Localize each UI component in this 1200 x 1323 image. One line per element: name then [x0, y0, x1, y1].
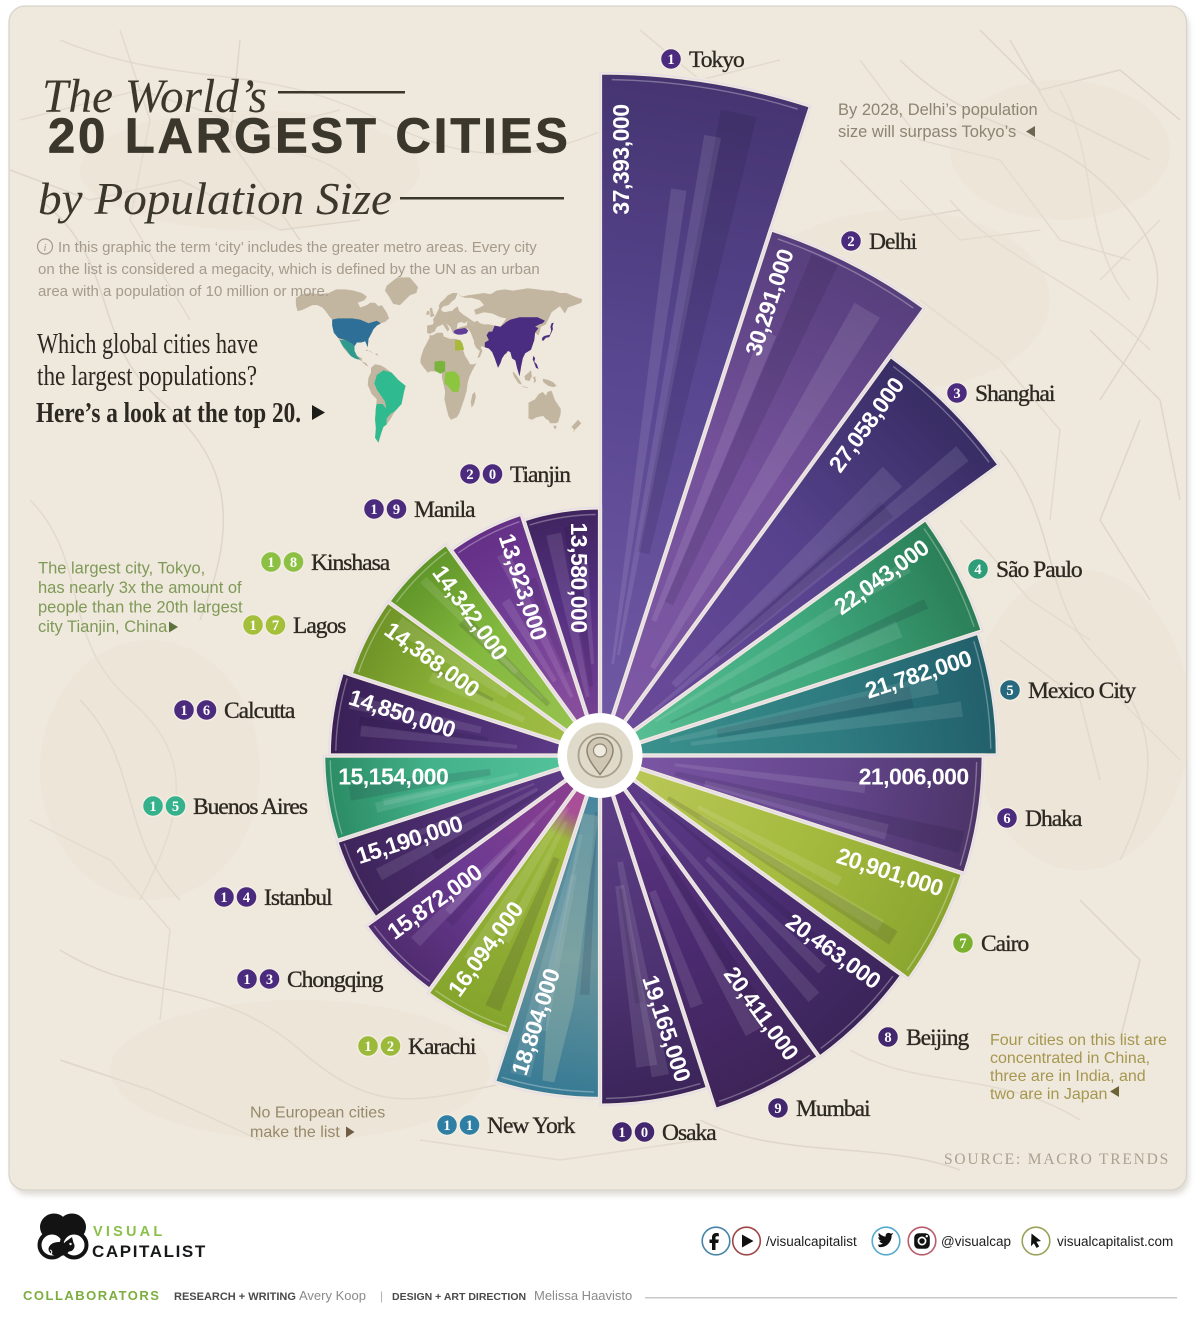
svg-text:Calcutta: Calcutta [224, 698, 296, 724]
svg-text:Melissa Haavisto: Melissa Haavisto [534, 1288, 632, 1303]
svg-text:three are in India, and: three are in India, and [990, 1068, 1146, 1085]
svg-text:New York: New York [487, 1113, 576, 1139]
svg-text:1: 1 [220, 890, 227, 906]
svg-text:13,580,000: 13,580,000 [566, 523, 592, 633]
svg-text:1: 1 [267, 555, 274, 571]
svg-text:VISUAL: VISUAL [93, 1224, 165, 1240]
svg-text:2: 2 [466, 467, 473, 483]
svg-text:5: 5 [1006, 683, 1013, 699]
svg-text:4: 4 [243, 890, 250, 906]
svg-text:3: 3 [266, 972, 273, 988]
svg-text:Shanghai: Shanghai [975, 381, 1056, 407]
svg-text:Four cities on this list are: Four cities on this list are [990, 1032, 1167, 1049]
svg-text:8: 8 [884, 1030, 891, 1046]
svg-text:1: 1 [249, 618, 256, 634]
svg-text:city Tianjin, China: city Tianjin, China [38, 618, 168, 636]
svg-text:2: 2 [387, 1039, 394, 1055]
svg-text:8: 8 [290, 555, 297, 571]
svg-text:6: 6 [1003, 811, 1010, 827]
svg-text:0: 0 [489, 467, 496, 483]
svg-text:4: 4 [974, 562, 981, 578]
svg-text:@visualcap: @visualcap [941, 1234, 1011, 1249]
svg-text:1: 1 [364, 1039, 371, 1055]
svg-text:make the list: make the list [250, 1124, 340, 1141]
svg-text:Istanbul: Istanbul [264, 885, 333, 911]
svg-text:visualcapitalist.com: visualcapitalist.com [1057, 1234, 1173, 1249]
svg-text:2: 2 [847, 234, 854, 250]
svg-text:1: 1 [667, 52, 674, 68]
svg-text:Chongqing: Chongqing [287, 967, 384, 993]
svg-text:1: 1 [149, 799, 156, 815]
svg-text:the largest populations?: the largest populations? [37, 361, 257, 392]
svg-text:5: 5 [172, 799, 179, 815]
svg-text:area with a population of 10 m: area with a population of 10 million or … [38, 283, 329, 300]
svg-text:1: 1 [466, 1118, 473, 1134]
svg-text:/visualcapitalist: /visualcapitalist [766, 1234, 857, 1249]
svg-text:Lagos: Lagos [293, 613, 346, 639]
svg-text:|: | [380, 1289, 383, 1303]
svg-text:Which global cities have: Which global cities have [37, 329, 258, 360]
svg-text:1: 1 [370, 502, 377, 518]
svg-text:Tokyo: Tokyo [689, 47, 744, 73]
svg-text:Osaka: Osaka [662, 1120, 717, 1146]
svg-text:size will surpass Tokyo’s: size will surpass Tokyo’s [838, 123, 1016, 141]
svg-text:1: 1 [443, 1118, 450, 1134]
svg-text:1: 1 [180, 703, 187, 719]
svg-text:COLLABORATORS: COLLABORATORS [23, 1288, 160, 1303]
svg-text:9: 9 [774, 1101, 781, 1117]
svg-text:6: 6 [203, 703, 210, 719]
svg-text:concentrated in China,: concentrated in China, [990, 1050, 1150, 1067]
svg-text:15,154,000: 15,154,000 [338, 764, 448, 790]
svg-text:by Population Size: by Population Size [38, 174, 392, 224]
svg-text:Tianjin: Tianjin [510, 462, 571, 488]
svg-text:The World’s: The World’s [42, 70, 267, 123]
svg-text:RESEARCH + WRITING: RESEARCH + WRITING [174, 1291, 296, 1303]
svg-text:0: 0 [641, 1125, 648, 1141]
svg-text:Mumbai: Mumbai [796, 1096, 871, 1122]
svg-text:7: 7 [959, 936, 966, 952]
svg-text:Avery Koop: Avery Koop [299, 1288, 366, 1303]
svg-text:No European cities: No European cities [250, 1105, 385, 1122]
svg-text:The largest city, Tokyo,: The largest city, Tokyo, [38, 560, 205, 578]
svg-text:20 LARGEST CITIES: 20 LARGEST CITIES [48, 110, 571, 164]
svg-text:Manila: Manila [414, 497, 476, 523]
svg-text:37,393,000: 37,393,000 [608, 105, 634, 215]
svg-text:Dhaka: Dhaka [1025, 806, 1083, 832]
svg-text:i: i [43, 242, 46, 254]
svg-text:CAPITALIST: CAPITALIST [92, 1242, 207, 1261]
svg-text:21,006,000: 21,006,000 [859, 764, 969, 790]
svg-text:Delhi: Delhi [869, 229, 918, 255]
svg-text:Here’s a look at the top 20.: Here’s a look at the top 20. [36, 398, 301, 429]
svg-text:Mexico City: Mexico City [1028, 678, 1136, 704]
svg-text:In this graphic the term ‘city: In this graphic the term ‘city’ includes… [58, 239, 537, 256]
svg-text:1: 1 [618, 1125, 625, 1141]
svg-text:São Paulo: São Paulo [996, 557, 1082, 583]
svg-text:Kinshasa: Kinshasa [311, 550, 391, 576]
svg-text:people than the 20th largest: people than the 20th largest [38, 599, 243, 617]
svg-text:DESIGN + ART DIRECTION: DESIGN + ART DIRECTION [392, 1291, 526, 1303]
svg-text:1: 1 [243, 972, 250, 988]
svg-text:on the list is considered a me: on the list is considered a megacity, wh… [38, 261, 540, 278]
svg-text:7: 7 [272, 618, 279, 634]
svg-text:two are in Japan: two are in Japan [990, 1086, 1107, 1103]
svg-text:Karachi: Karachi [408, 1034, 477, 1060]
svg-text:Buenos Aires: Buenos Aires [193, 794, 308, 820]
svg-text:3: 3 [953, 386, 960, 402]
svg-text:By 2028, Delhi’s population: By 2028, Delhi’s population [838, 101, 1038, 119]
svg-text:9: 9 [393, 502, 400, 518]
svg-text:Cairo: Cairo [981, 931, 1028, 957]
svg-text:SOURCE: MACRO TRENDS: SOURCE: MACRO TRENDS [944, 1151, 1170, 1168]
svg-text:has nearly 3x the amount of: has nearly 3x the amount of [38, 579, 242, 597]
svg-text:Beijing: Beijing [906, 1025, 969, 1051]
